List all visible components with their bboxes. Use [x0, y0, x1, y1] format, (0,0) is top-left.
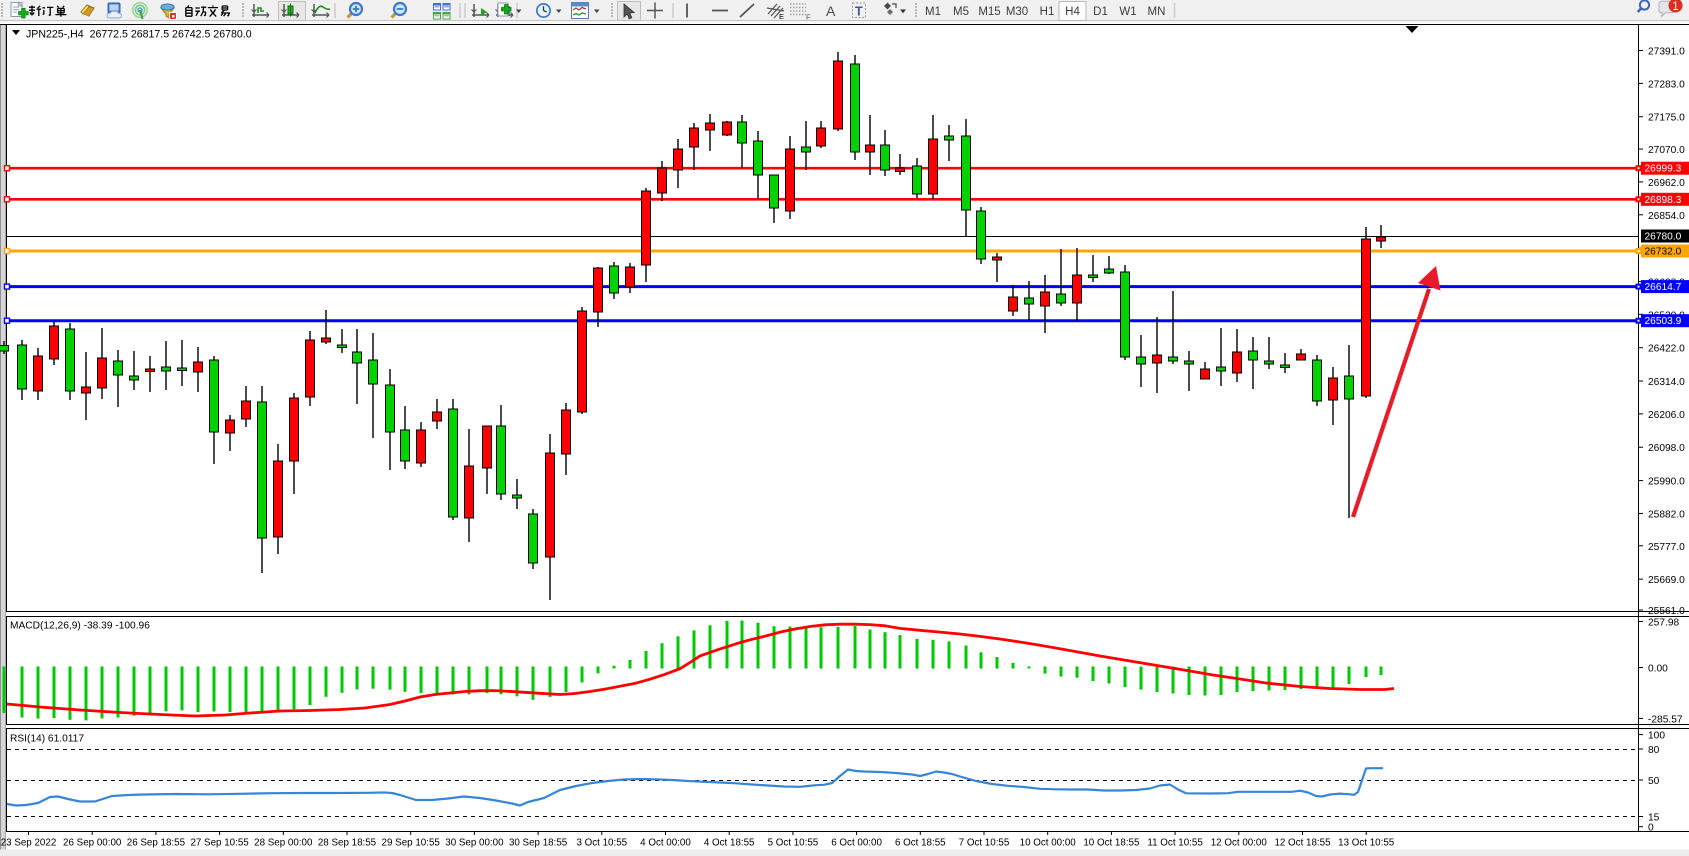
svg-text:27175.0: 27175.0	[1648, 113, 1685, 124]
svg-text:26780.0: 26780.0	[1645, 232, 1682, 243]
svg-text:27 Sep 10:55: 27 Sep 10:55	[190, 838, 249, 849]
svg-text:26732.0: 26732.0	[1645, 247, 1682, 258]
svg-text:12 Oct 00:00: 12 Oct 00:00	[1211, 838, 1268, 849]
svg-text:10 Oct 00:00: 10 Oct 00:00	[1020, 838, 1077, 849]
svg-text:-285.57: -285.57	[1648, 714, 1683, 725]
svg-text:26999.3: 26999.3	[1645, 164, 1682, 175]
svg-text:25882.0: 25882.0	[1648, 509, 1685, 520]
svg-text:26 Sep 00:00: 26 Sep 00:00	[63, 838, 122, 849]
svg-text:50: 50	[1648, 776, 1660, 787]
svg-text:27391.0: 27391.0	[1648, 47, 1685, 58]
svg-text:26422.0: 26422.0	[1648, 344, 1685, 355]
svg-text:26503.9: 26503.9	[1645, 316, 1682, 327]
svg-text:29 Sep 10:55: 29 Sep 10:55	[382, 838, 441, 849]
svg-text:M1: M1	[925, 6, 941, 18]
svg-text:10 Oct 18:55: 10 Oct 18:55	[1083, 838, 1140, 849]
svg-text:25561.0: 25561.0	[1648, 606, 1685, 617]
svg-text:MN: MN	[1148, 6, 1166, 18]
svg-text:W1: W1	[1119, 6, 1136, 18]
svg-text:H1: H1	[1040, 6, 1055, 18]
svg-text:A: A	[826, 3, 836, 19]
svg-text:M15: M15	[978, 6, 1000, 18]
svg-text:F: F	[806, 13, 811, 22]
svg-text:26 Sep 18:55: 26 Sep 18:55	[127, 838, 186, 849]
svg-text:28 Sep 00:00: 28 Sep 00:00	[254, 838, 313, 849]
svg-text:13 Oct 10:55: 13 Oct 10:55	[1338, 838, 1395, 849]
svg-text:MACD(12,26,9) -38.39 -100.96: MACD(12,26,9) -38.39 -100.96	[10, 621, 150, 632]
svg-text:M30: M30	[1006, 6, 1028, 18]
svg-text:4 Oct 00:00: 4 Oct 00:00	[640, 838, 691, 849]
svg-text:30 Sep 00:00: 30 Sep 00:00	[445, 838, 504, 849]
svg-text:RSI(14) 61.0117: RSI(14) 61.0117	[10, 734, 84, 745]
svg-text:25990.0: 25990.0	[1648, 477, 1685, 488]
svg-text:11 Oct 10:55: 11 Oct 10:55	[1147, 838, 1203, 849]
svg-text:80: 80	[1648, 745, 1660, 756]
svg-text:25777.0: 25777.0	[1648, 542, 1685, 553]
svg-text:26962.0: 26962.0	[1648, 178, 1685, 189]
svg-text:26898.3: 26898.3	[1645, 195, 1682, 206]
svg-text:26614.7: 26614.7	[1645, 282, 1682, 293]
svg-text:257.98: 257.98	[1648, 618, 1679, 629]
svg-text:T: T	[855, 5, 863, 19]
svg-text:23 Sep 2022: 23 Sep 2022	[1, 838, 57, 849]
svg-text:25669.0: 25669.0	[1648, 575, 1685, 586]
svg-text:100: 100	[1648, 731, 1665, 742]
svg-text:26314.0: 26314.0	[1648, 377, 1685, 388]
svg-text:27070.0: 27070.0	[1648, 145, 1685, 156]
svg-text:12 Oct 18:55: 12 Oct 18:55	[1274, 838, 1331, 849]
svg-text:1: 1	[1672, 1, 1678, 13]
svg-text:26854.0: 26854.0	[1648, 211, 1685, 222]
svg-text:26098.0: 26098.0	[1648, 443, 1685, 454]
svg-text:E: E	[779, 12, 784, 21]
svg-text:27283.0: 27283.0	[1648, 79, 1685, 90]
svg-text:3 Oct 10:55: 3 Oct 10:55	[576, 838, 627, 849]
svg-text:0.00: 0.00	[1648, 664, 1668, 675]
svg-text:M5: M5	[953, 6, 969, 18]
svg-text:6 Oct 18:55: 6 Oct 18:55	[895, 838, 946, 849]
svg-text:30 Sep 18:55: 30 Sep 18:55	[509, 838, 568, 849]
svg-text:28 Sep 18:55: 28 Sep 18:55	[318, 838, 377, 849]
svg-text:15: 15	[1648, 813, 1660, 824]
svg-text:26206.0: 26206.0	[1648, 410, 1685, 421]
svg-text:4 Oct 18:55: 4 Oct 18:55	[704, 838, 755, 849]
svg-text:D1: D1	[1093, 6, 1108, 18]
svg-text:6 Oct 00:00: 6 Oct 00:00	[831, 838, 882, 849]
svg-text:H4: H4	[1065, 6, 1080, 18]
svg-text:JPN225-,H4 26772.5 26817.5 26: JPN225-,H4 26772.5 26817.5 26742.5 26780…	[26, 29, 252, 41]
svg-text:0: 0	[1648, 823, 1654, 834]
svg-text:5 Oct 10:55: 5 Oct 10:55	[768, 838, 819, 849]
svg-text:7 Oct 10:55: 7 Oct 10:55	[959, 838, 1010, 849]
